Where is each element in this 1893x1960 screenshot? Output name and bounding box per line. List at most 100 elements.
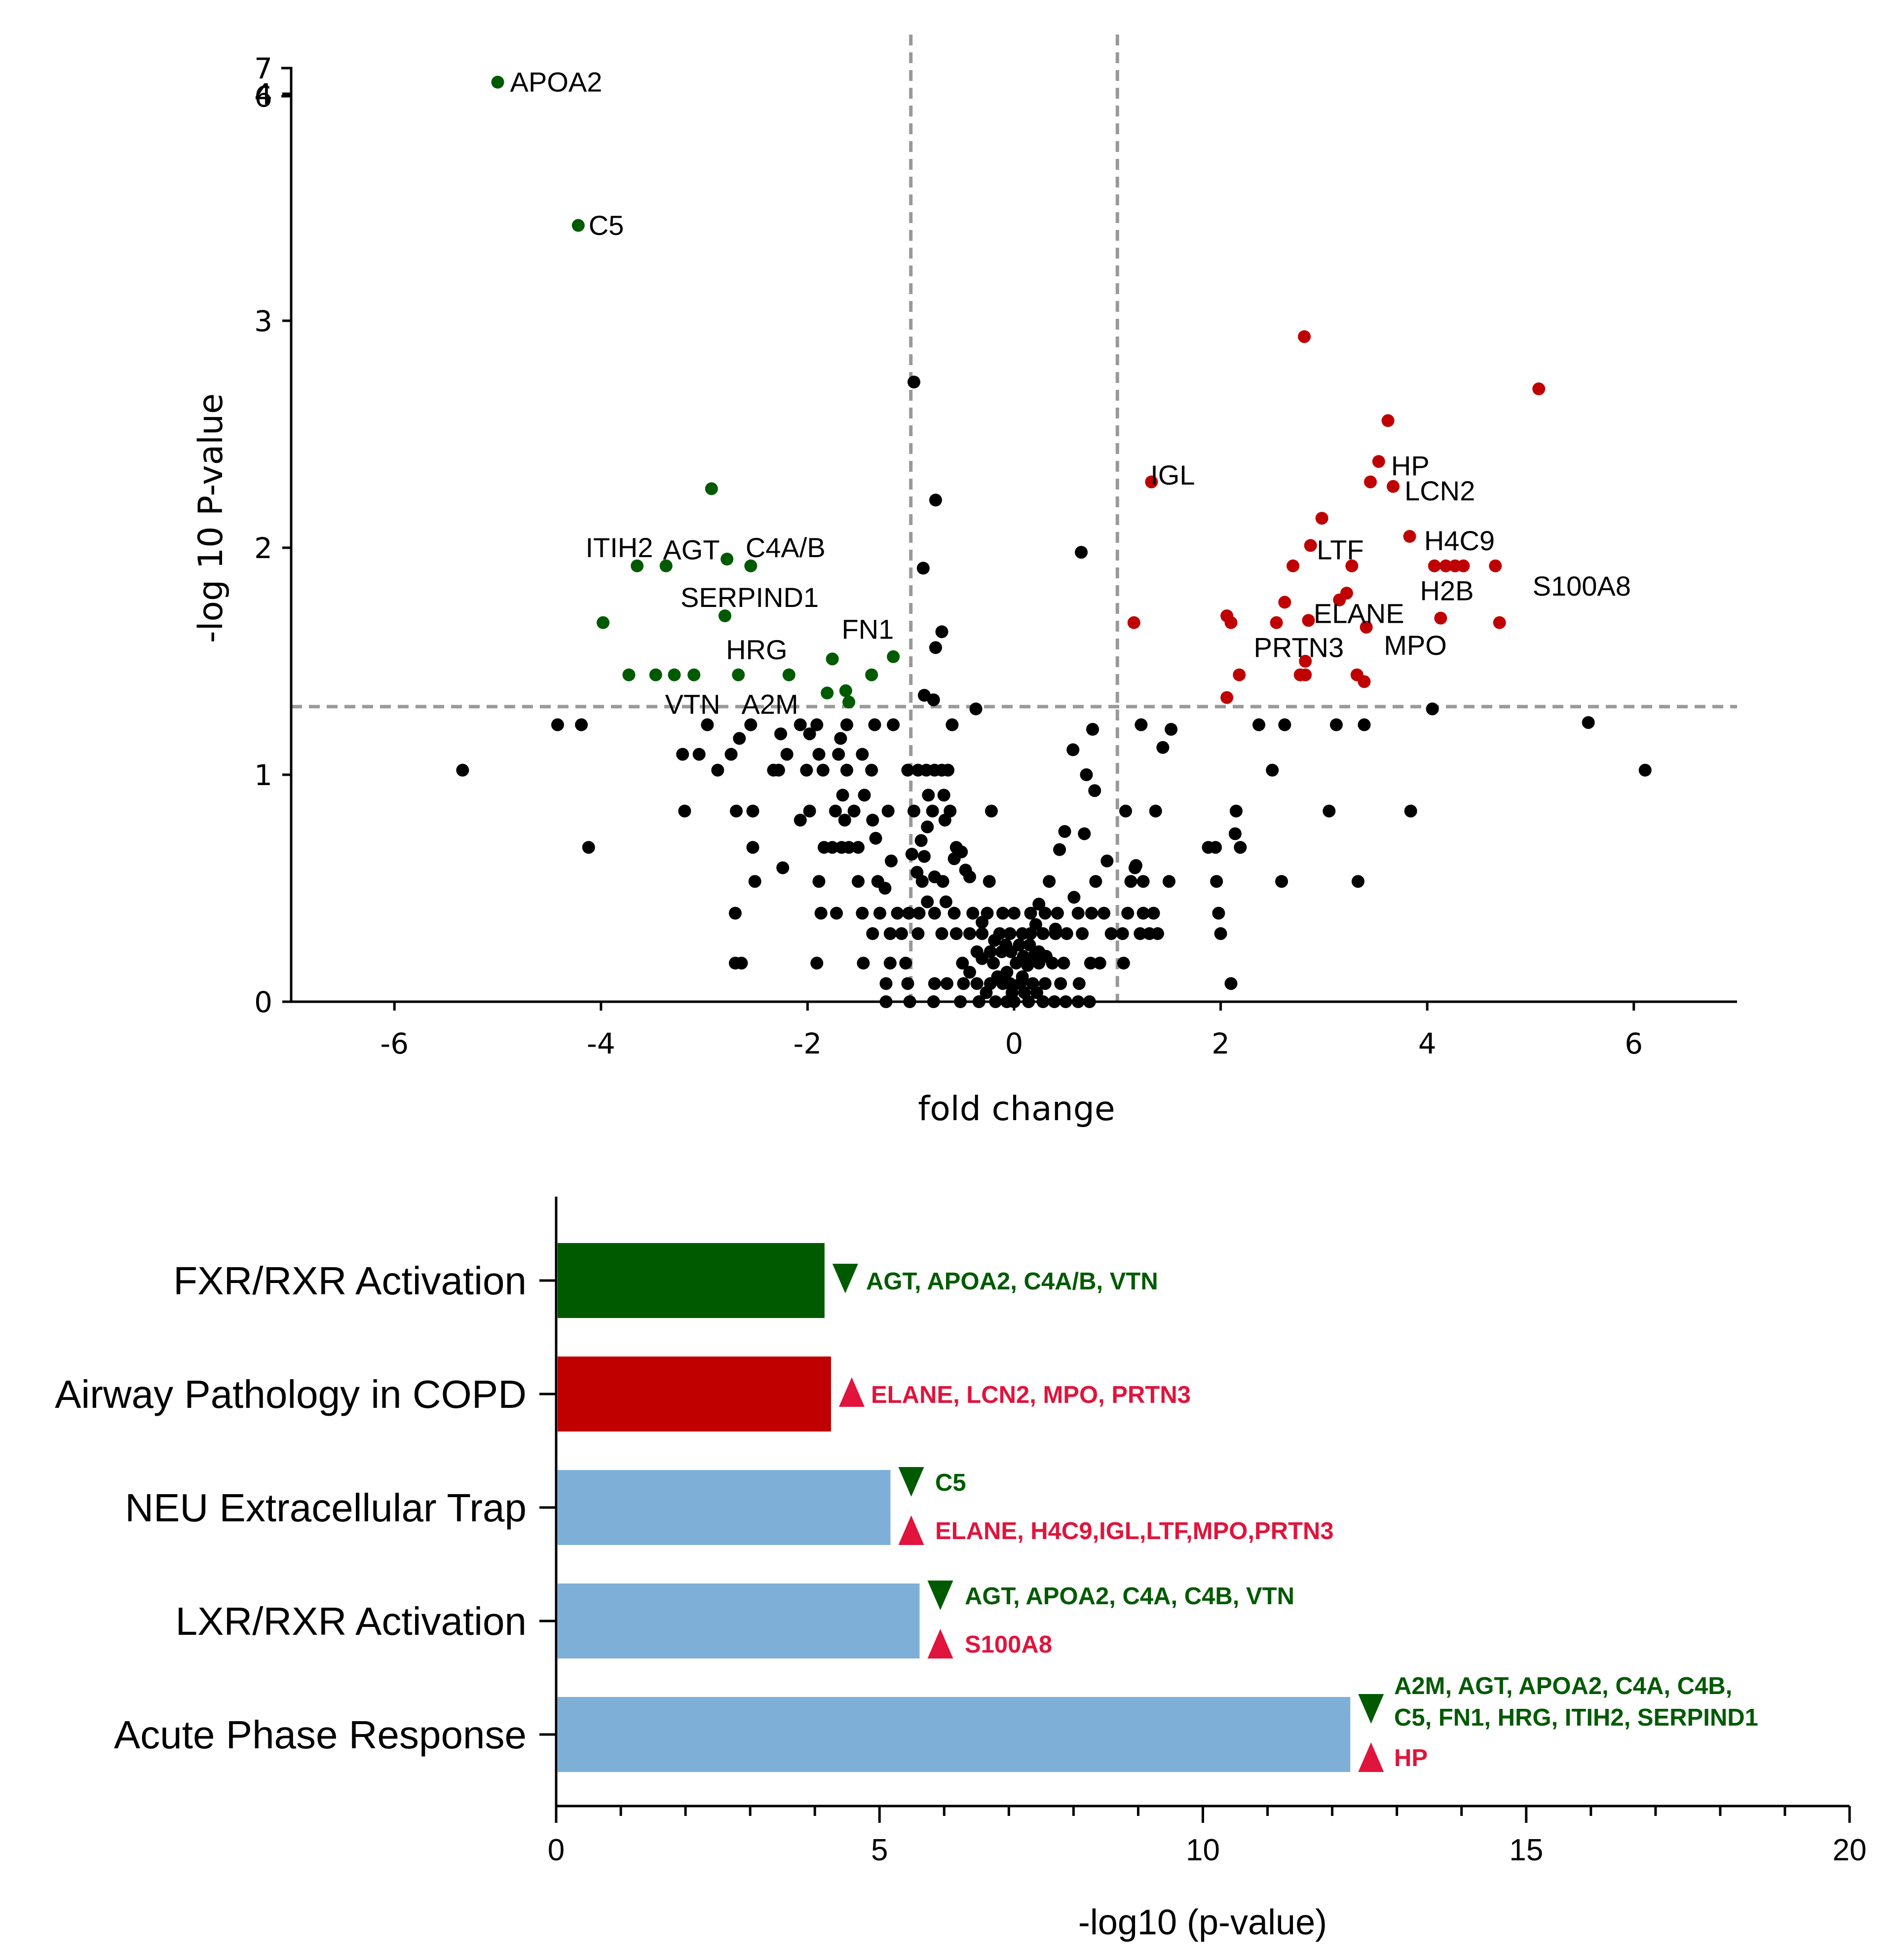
data-point — [1075, 546, 1088, 559]
data-point — [857, 956, 870, 970]
data-point — [1022, 995, 1035, 1008]
data-point — [1072, 977, 1086, 990]
data-point — [676, 748, 689, 761]
data-point — [884, 854, 898, 867]
data-point — [649, 668, 662, 681]
data-point — [582, 841, 595, 854]
data-point — [907, 376, 920, 389]
data-point — [969, 702, 983, 716]
data-point — [1299, 668, 1312, 681]
data-point — [1083, 995, 1096, 1008]
data-point — [800, 763, 813, 777]
down-arrow-icon — [898, 1467, 924, 1497]
volcano-points — [456, 75, 1652, 1008]
data-point — [895, 927, 908, 940]
data-point — [456, 763, 469, 777]
bar-axes: 0 5 10 15 20 — [539, 1197, 1866, 1867]
gene-list-up: ELANE, H4C9,IGL,LTF,MPO,PRTN3 — [935, 1518, 1334, 1545]
data-point — [1404, 804, 1417, 818]
data-point — [1457, 559, 1470, 572]
data-point — [989, 995, 1002, 1008]
data-point — [957, 977, 970, 990]
data-point — [687, 668, 701, 681]
data-point — [1145, 475, 1158, 489]
data-point — [1345, 559, 1359, 572]
down-arrow-icon — [1358, 1694, 1384, 1724]
volcano-y-tick-label: 2 — [254, 531, 272, 565]
data-point — [911, 927, 925, 940]
gene-list-down: AGT, APOA2, C4A/B, VTN — [866, 1268, 1158, 1295]
data-point — [1358, 675, 1371, 688]
up-arrow-icon — [927, 1629, 953, 1658]
data-point — [1043, 875, 1056, 888]
data-point — [873, 906, 886, 920]
data-point — [839, 684, 852, 697]
data-point — [946, 718, 959, 731]
data-point — [1067, 891, 1081, 904]
data-point — [720, 553, 734, 565]
category-label-neu-extracellular-trap: NEU Extracellular Trap — [125, 1486, 527, 1530]
gene-label-vtn: VTN — [665, 688, 720, 719]
data-point — [1100, 854, 1114, 867]
data-point — [1008, 906, 1021, 920]
data-point — [803, 727, 816, 741]
data-point — [878, 882, 892, 895]
data-point — [1086, 723, 1099, 736]
data-point — [866, 814, 879, 827]
data-point — [937, 789, 950, 802]
data-point — [732, 668, 745, 681]
data-point — [926, 804, 939, 818]
gene-list-up: HP — [1394, 1745, 1428, 1772]
volcano-threshold-lines — [291, 35, 1737, 1002]
gene-label-hp: HP — [1391, 450, 1430, 481]
data-point — [1287, 559, 1300, 572]
data-point — [1381, 414, 1395, 427]
down-arrow-icon — [832, 1264, 858, 1293]
data-point — [701, 718, 714, 731]
bar-x-tick-label: 0 — [548, 1833, 565, 1867]
data-point — [1127, 616, 1140, 629]
data-point — [659, 559, 673, 572]
data-point — [865, 668, 878, 681]
data-point — [840, 718, 853, 731]
data-point — [1229, 804, 1243, 818]
data-point — [1116, 927, 1129, 940]
data-point — [821, 686, 834, 700]
data-point — [963, 966, 977, 979]
gene-label-apoa2: APOA2 — [510, 67, 603, 98]
data-point — [929, 641, 942, 654]
data-point — [927, 995, 940, 1008]
gene-label-lcn2: LCN2 — [1404, 475, 1475, 506]
volcano-y-axis-title: -log 10 P-value — [191, 393, 230, 643]
data-point — [1032, 898, 1046, 911]
bar-lxr-rxr-activation — [558, 1583, 920, 1658]
data-point — [1093, 956, 1106, 970]
data-point — [963, 927, 977, 940]
gene-label-prtn3: PRTN3 — [1254, 632, 1344, 663]
data-point — [1582, 716, 1595, 729]
up-arrow-icon — [1358, 1742, 1384, 1772]
data-point — [1214, 927, 1227, 940]
data-point — [1360, 621, 1373, 634]
data-point — [1053, 843, 1066, 856]
data-point — [814, 906, 828, 920]
data-point — [1275, 875, 1288, 888]
data-point — [1060, 927, 1073, 940]
data-point — [838, 814, 851, 827]
gene-label-fn1: FN1 — [841, 614, 894, 645]
data-point — [980, 986, 993, 999]
data-point — [1149, 804, 1162, 818]
data-point — [746, 841, 759, 854]
data-point — [1228, 827, 1242, 840]
data-point — [1224, 977, 1238, 990]
down-arrow-icon — [927, 1581, 953, 1610]
data-point — [1004, 945, 1018, 958]
data-point — [816, 763, 830, 777]
data-point — [887, 650, 900, 663]
data-point — [812, 748, 826, 761]
series-down-regulated — [491, 75, 900, 709]
data-point — [1489, 559, 1502, 572]
data-point — [1084, 956, 1097, 970]
data-point — [1532, 382, 1546, 395]
